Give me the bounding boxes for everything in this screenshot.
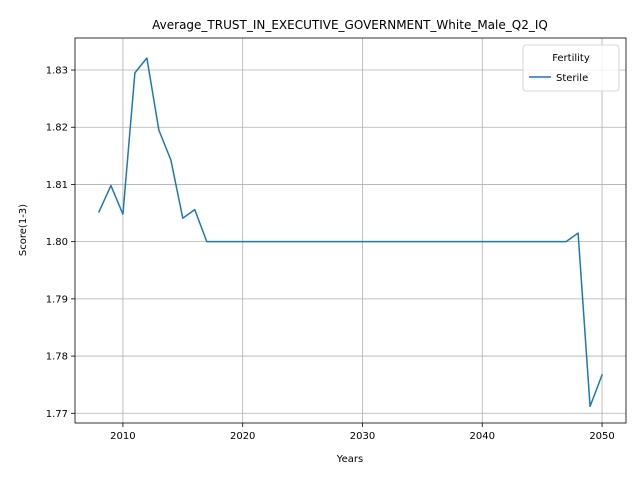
legend-label-sterile: Sterile: [556, 73, 588, 84]
x-tick-label: 2050: [589, 431, 614, 442]
x-tick-label: 2010: [110, 431, 135, 442]
y-tick-label: 1.83: [46, 66, 68, 77]
y-tick-label: 1.78: [46, 352, 68, 363]
legend-title: Fertility: [552, 53, 590, 64]
grid-lines: [75, 38, 626, 423]
y-axis-label: Score(1-3): [18, 204, 29, 256]
y-tick-label: 1.81: [46, 180, 68, 191]
legend: Fertility Sterile: [522, 44, 620, 92]
plot-area: [75, 38, 626, 423]
x-tick-label: 2020: [230, 431, 255, 442]
y-tick-label: 1.80: [46, 237, 68, 248]
y-axis: 1.77 1.78 1.79 1.80 1.81 1.82 1.83: [46, 66, 75, 420]
legend-box: [522, 44, 620, 92]
x-axis-label: Years: [336, 454, 363, 465]
plot-frame: [74, 37, 627, 424]
series-layer: [97, 57, 604, 408]
x-tick-label: 2030: [350, 431, 375, 442]
chart-title: Average_TRUST_IN_EXECUTIVE_GOVERNMENT_Wh…: [152, 18, 548, 32]
y-tick-label: 1.77: [46, 409, 68, 420]
y-tick-label: 1.79: [46, 294, 68, 305]
x-tick-label: 2040: [470, 431, 495, 442]
y-tick-label: 1.82: [46, 123, 68, 134]
x-axis: 2010 2020 2030 2040 2050: [110, 423, 615, 442]
